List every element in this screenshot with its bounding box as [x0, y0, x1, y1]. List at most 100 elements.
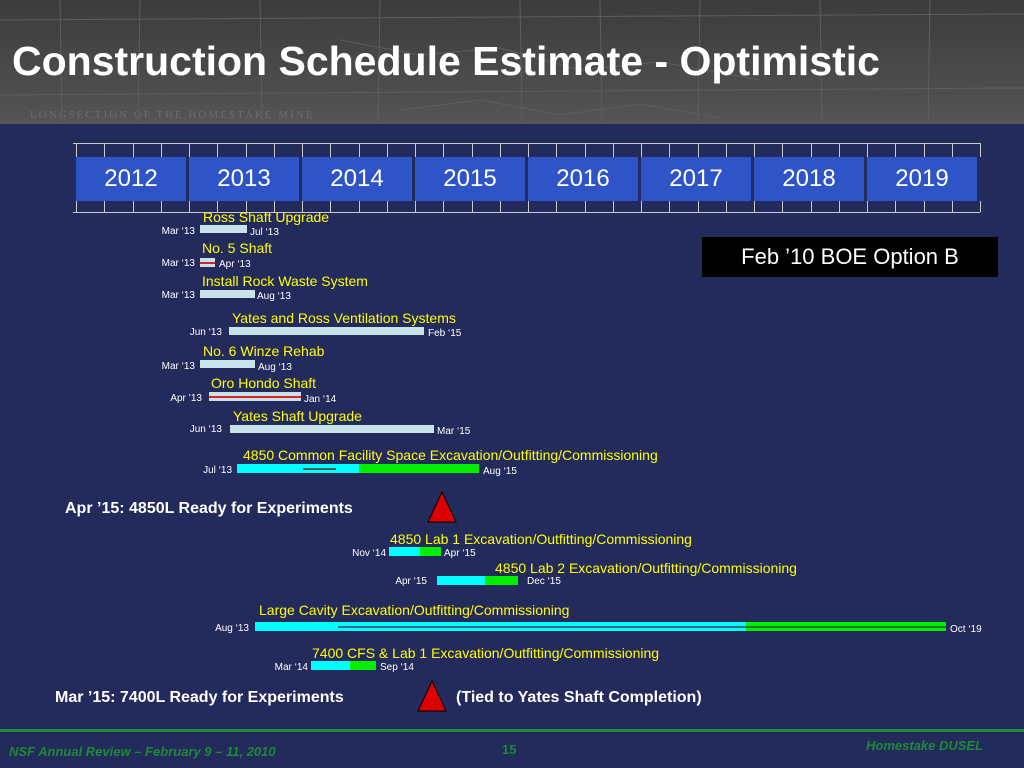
timeline-tick [415, 201, 416, 212]
task-bar [200, 225, 247, 233]
task-bar [230, 425, 434, 433]
milestone-triangle-icon [417, 680, 447, 712]
task-bar-divider [303, 468, 336, 470]
task-end-date: Apr ‘15 [444, 548, 476, 559]
task-start-date: Apr ‘15 [395, 576, 427, 587]
timeline-tick [951, 143, 953, 157]
timeline-tick [358, 143, 360, 157]
timeline-tick [330, 143, 332, 157]
task-bar-outfitting [485, 576, 518, 585]
timeline-tick [867, 143, 868, 157]
timeline-tick [302, 143, 303, 157]
milestone-date: Apr ’15: [65, 500, 125, 517]
footer-event: NSF Annual Review – February 9 – 11, 201… [9, 744, 276, 759]
timeline-tick [273, 201, 275, 212]
timeline-tick [189, 143, 190, 157]
timeline-tick [782, 143, 784, 157]
timeline-tick [980, 201, 981, 212]
background-sketch-label: LONGSECTION OF THE HOMESTAKE MINE [30, 109, 315, 121]
timeline-tick [160, 143, 162, 157]
task-start-date: Jun ‘13 [189, 327, 222, 338]
timeline-tick [499, 201, 501, 212]
year-cell: 2016 [528, 157, 638, 201]
task-bar-critical-line [209, 396, 301, 398]
task-start-date: Mar ‘14 [274, 662, 308, 673]
task-end-date: Sep ‘14 [380, 662, 414, 673]
timeline-tick [810, 143, 812, 157]
task-bar [200, 290, 255, 298]
timeline-tick [838, 143, 840, 157]
task-end-date: Aug ‘13 [258, 362, 292, 373]
task-bar-outfitting [350, 661, 376, 670]
timeline-tick [386, 143, 388, 157]
timeline-tick [923, 201, 925, 212]
timeline-tick [923, 143, 925, 157]
timeline-tick [584, 143, 586, 157]
timeline-tick [132, 143, 134, 157]
task-label: Oro Hondo Shaft [211, 375, 317, 391]
timeline-tick [132, 201, 134, 212]
timeline-tick [867, 201, 868, 212]
task-end-date: Mar ‘15 [437, 426, 471, 437]
milestone-4850-ready: Apr ’15: 4850L Ready for Experiments [65, 500, 353, 518]
task-start-date: Jul ‘13 [203, 465, 232, 476]
task-label: Large Cavity Excavation/Outfitting/Commi… [259, 602, 570, 618]
timeline-tick [245, 201, 247, 212]
task-label: 4850 Common Facility Space Excavation/Ou… [243, 447, 658, 463]
option-box: Feb ’10 BOE Option B [702, 237, 998, 277]
timeline-tick [76, 143, 77, 157]
timeline-tick [76, 201, 77, 212]
timeline-tick [669, 201, 671, 212]
task-start-date: Mar ‘13 [161, 226, 195, 237]
timeline-tick [556, 143, 558, 157]
timeline-tick [612, 143, 614, 157]
timeline-tick [895, 201, 897, 212]
task-bar-excavation [437, 576, 485, 585]
timeline-tick [612, 201, 614, 212]
task-label: 4850 Lab 1 Excavation/Outfitting/Commiss… [390, 531, 692, 547]
timeline-tick [104, 201, 106, 212]
task-end-date: Jan ‘14 [304, 394, 337, 405]
task-label: 4850 Lab 2 Excavation/Outfitting/Commiss… [495, 560, 797, 576]
timeline-tick [528, 201, 529, 212]
timeline-tick [669, 143, 671, 157]
timeline-tick [471, 143, 473, 157]
task-label: Ross Shaft Upgrade [203, 209, 330, 225]
timeline-tick [725, 143, 727, 157]
timeline-tick [528, 143, 529, 157]
year-cell: 2019 [867, 157, 977, 201]
year-cell: 2018 [754, 157, 864, 201]
year-cell: 2013 [189, 157, 299, 201]
mine-longsection-sketch [0, 0, 1024, 124]
timeline-tick [273, 143, 275, 157]
milestone-note: (Tied to Yates Shaft Completion) [456, 689, 702, 706]
task-label: No. 5 Shaft [202, 240, 273, 256]
timeline-tick [358, 201, 360, 212]
timeline-tick [245, 143, 247, 157]
timeline-bottom-line [73, 212, 980, 213]
task-start-date: Mar ‘13 [161, 258, 195, 269]
task-end-date: Oct ‘19 [950, 624, 982, 635]
task-label: No. 6 Winze Rehab [203, 343, 325, 359]
timeline-tick [471, 201, 473, 212]
page-title: Construction Schedule Estimate - Optimis… [12, 38, 880, 84]
timeline-tick [810, 201, 812, 212]
timeline-tick [754, 143, 755, 157]
timeline-tick [189, 201, 190, 212]
task-bar-outfitting [420, 547, 441, 556]
timeline-tick [754, 201, 755, 212]
year-cell: 2012 [76, 157, 186, 201]
task-label: Install Rock Waste System [202, 273, 368, 289]
task-bar-divider [338, 626, 746, 628]
task-start-date: Nov ‘14 [352, 548, 386, 559]
milestone-date: Mar ’15: [55, 689, 116, 706]
timeline-tick [895, 143, 897, 157]
task-start-date: Apr ’13 [170, 393, 202, 404]
header-banner: LONGSECTION OF THE HOMESTAKE MINE Constr… [0, 0, 1024, 124]
timeline-tick [160, 201, 162, 212]
milestone-triangle-icon [427, 491, 457, 523]
task-bar-excavation [311, 661, 350, 670]
year-cell: 2014 [302, 157, 412, 201]
timeline-tick [584, 201, 586, 212]
timeline-tick [641, 201, 642, 212]
